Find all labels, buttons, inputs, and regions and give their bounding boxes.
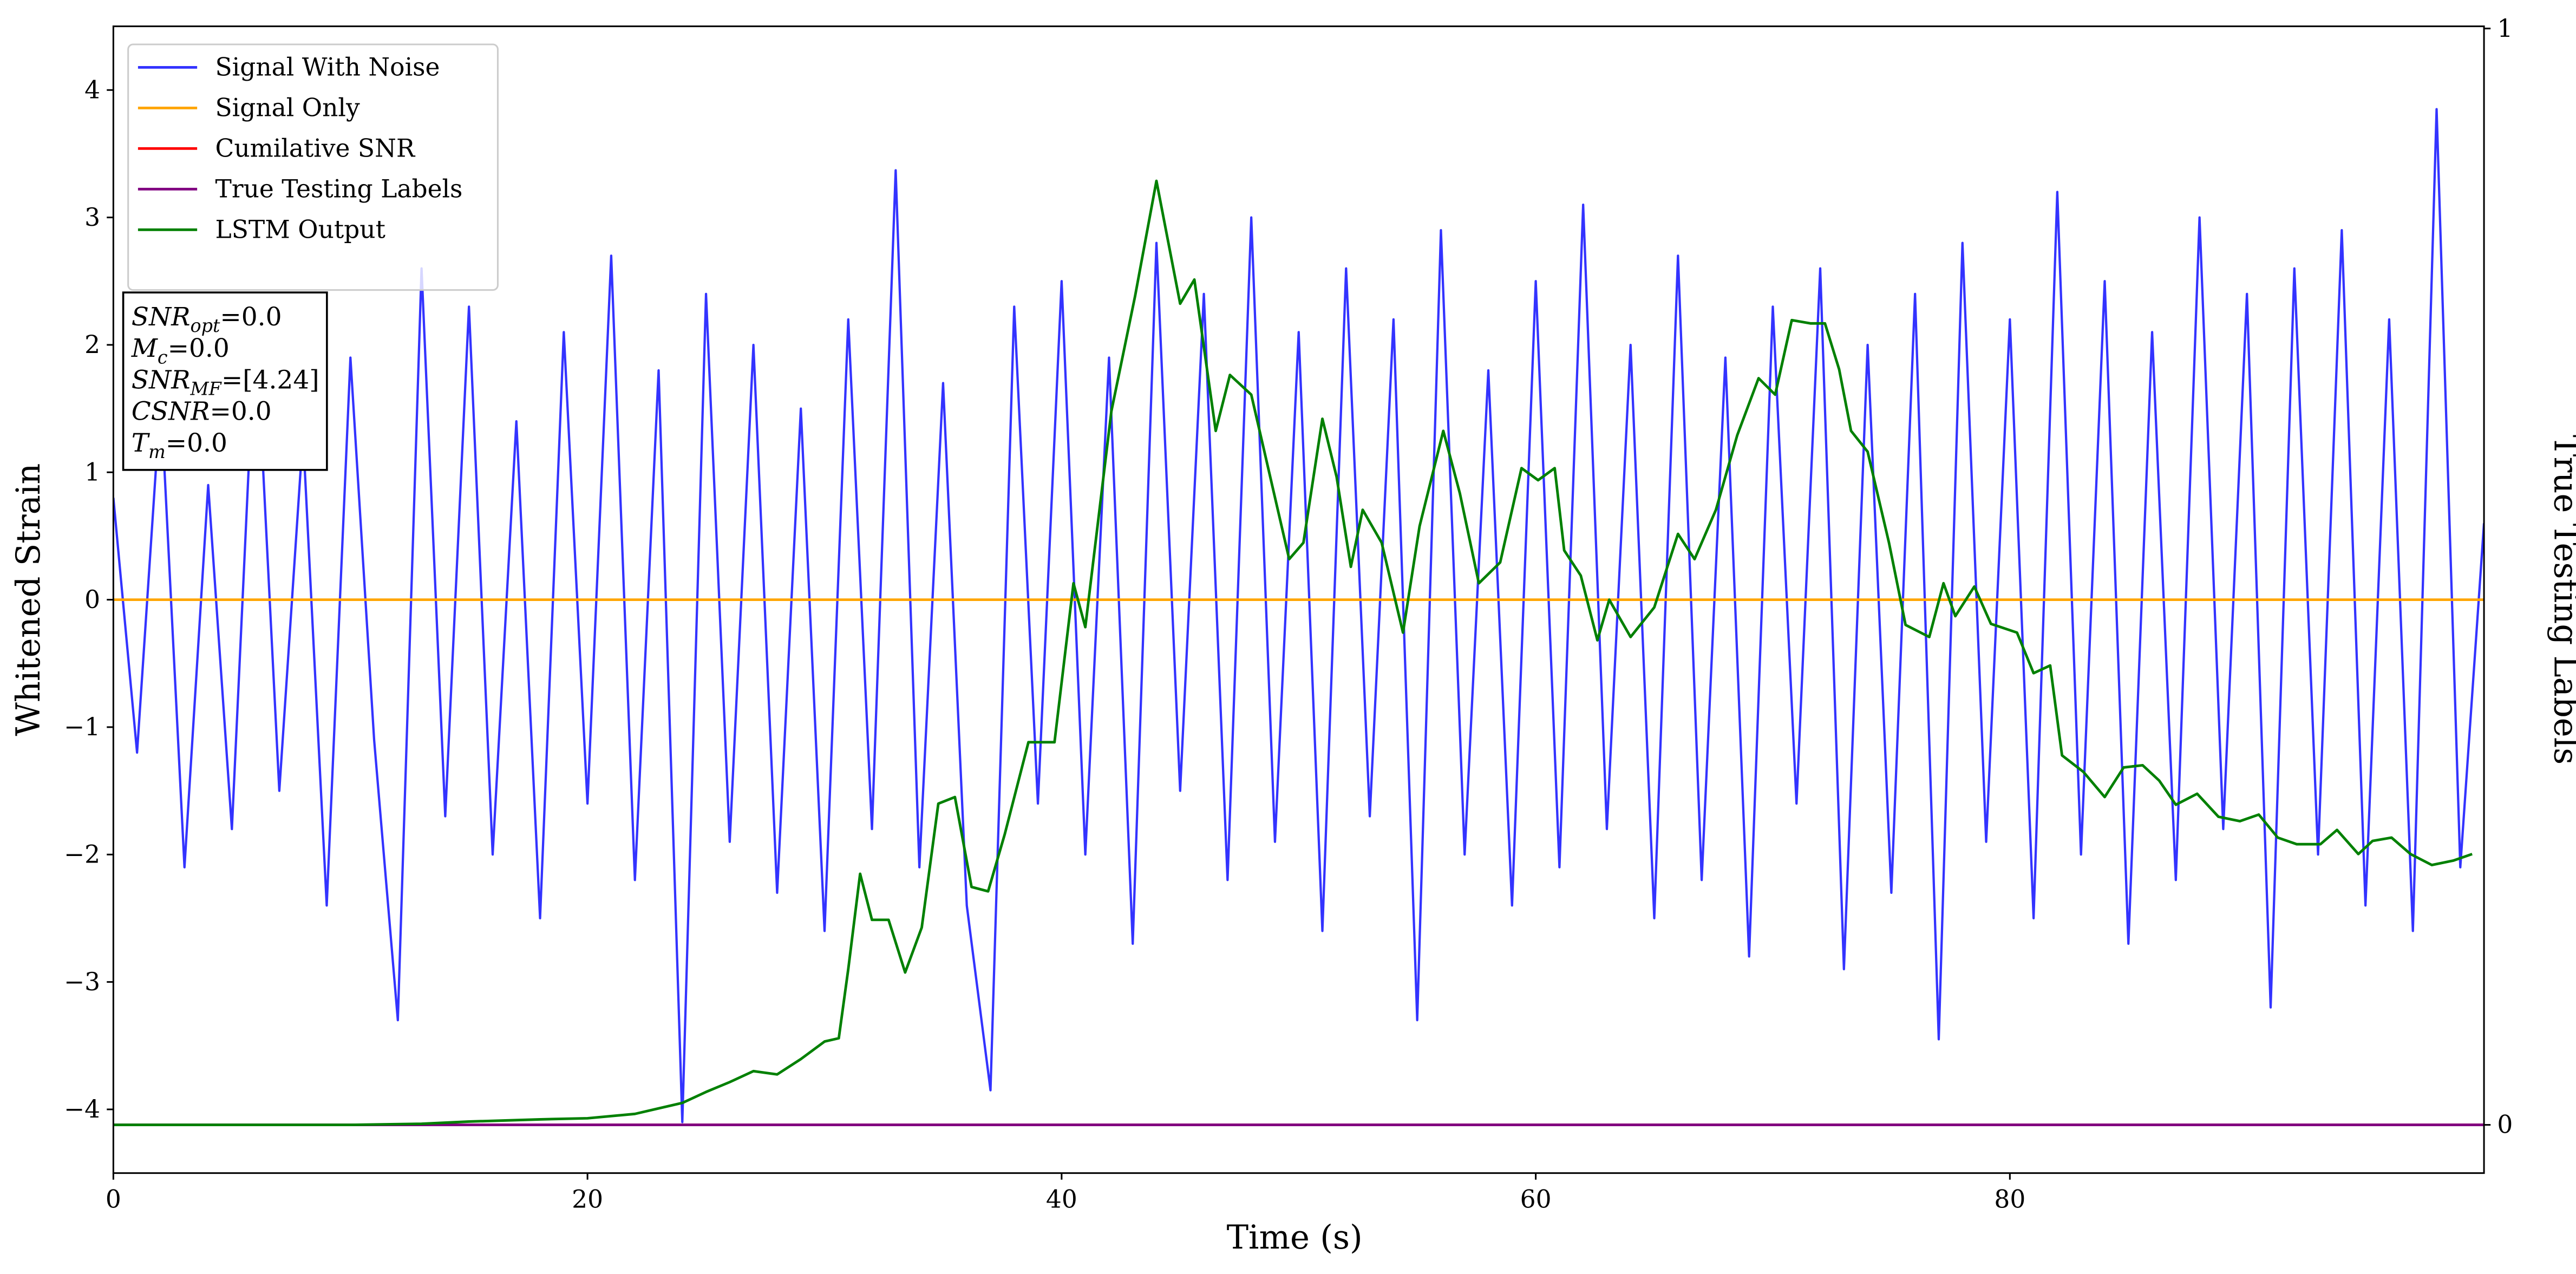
- y-tick-label: 0: [84, 585, 100, 614]
- legend-label: LSTM Output: [215, 215, 385, 244]
- y-tick-label: −4: [64, 1095, 100, 1123]
- annotation-text: =0.0: [210, 397, 271, 427]
- x-tick-label: 40: [1046, 1185, 1077, 1213]
- annotation-base: CSNR: [132, 397, 210, 427]
- annotation-base: SNR: [132, 365, 191, 395]
- legend-box: [127, 43, 499, 291]
- annotation-sub: MF: [190, 378, 223, 400]
- annotation-text: =0.0: [220, 302, 282, 332]
- annotation-sub: opt: [191, 315, 220, 336]
- legend-label: True Testing Labels: [215, 174, 463, 203]
- legend-label: Cumilative SNR: [215, 134, 416, 163]
- legend-label: Signal Only: [215, 94, 360, 122]
- annotation-sub: c: [158, 347, 168, 368]
- series-line: [113, 179, 2473, 1126]
- x-tick-label: 0: [106, 1185, 121, 1213]
- y-tick-label: 4: [84, 75, 100, 104]
- annotation: SNRopt=0.0: [132, 302, 282, 336]
- annotation: Mc=0.0: [131, 334, 230, 368]
- y-tick-label: −3: [64, 968, 100, 996]
- annotation: Tm=0.0: [132, 428, 227, 462]
- annotation-base: M: [131, 334, 159, 363]
- y-tick-label: −1: [64, 713, 100, 741]
- annotation: CSNR=0.0: [132, 397, 272, 427]
- x-tick-label: 20: [572, 1185, 603, 1213]
- annotation-text: =[4.24]: [221, 365, 319, 395]
- y-tick-label: 3: [84, 203, 100, 232]
- annotation-sub: m: [148, 441, 166, 462]
- series-line: [113, 108, 2485, 1123]
- y-tick-label: 2: [84, 330, 100, 359]
- x-tick-label: 80: [1994, 1185, 2025, 1213]
- annotation-text: =0.0: [166, 428, 227, 458]
- annotation: SNRMF=[4.24]: [132, 365, 319, 399]
- x-tick-label: 60: [1520, 1185, 1552, 1213]
- annotation-base: SNR: [132, 302, 191, 332]
- annotation-text: =0.0: [168, 334, 230, 363]
- x-axis-label: Time (s): [1227, 1219, 1363, 1257]
- y2-axis-label: True Testing Labels: [2547, 435, 2576, 765]
- y-axis-label: Whitened Strain: [10, 463, 48, 736]
- y-tick-label: −2: [64, 840, 100, 868]
- y2-tick-label: 1: [2497, 14, 2513, 43]
- annotation-box: [122, 291, 328, 471]
- legend-label: Signal With Noise: [215, 53, 440, 82]
- annotation-base: T: [132, 428, 151, 458]
- y2-tick-label: 0: [2497, 1110, 2513, 1139]
- y-tick-label: 1: [84, 458, 100, 486]
